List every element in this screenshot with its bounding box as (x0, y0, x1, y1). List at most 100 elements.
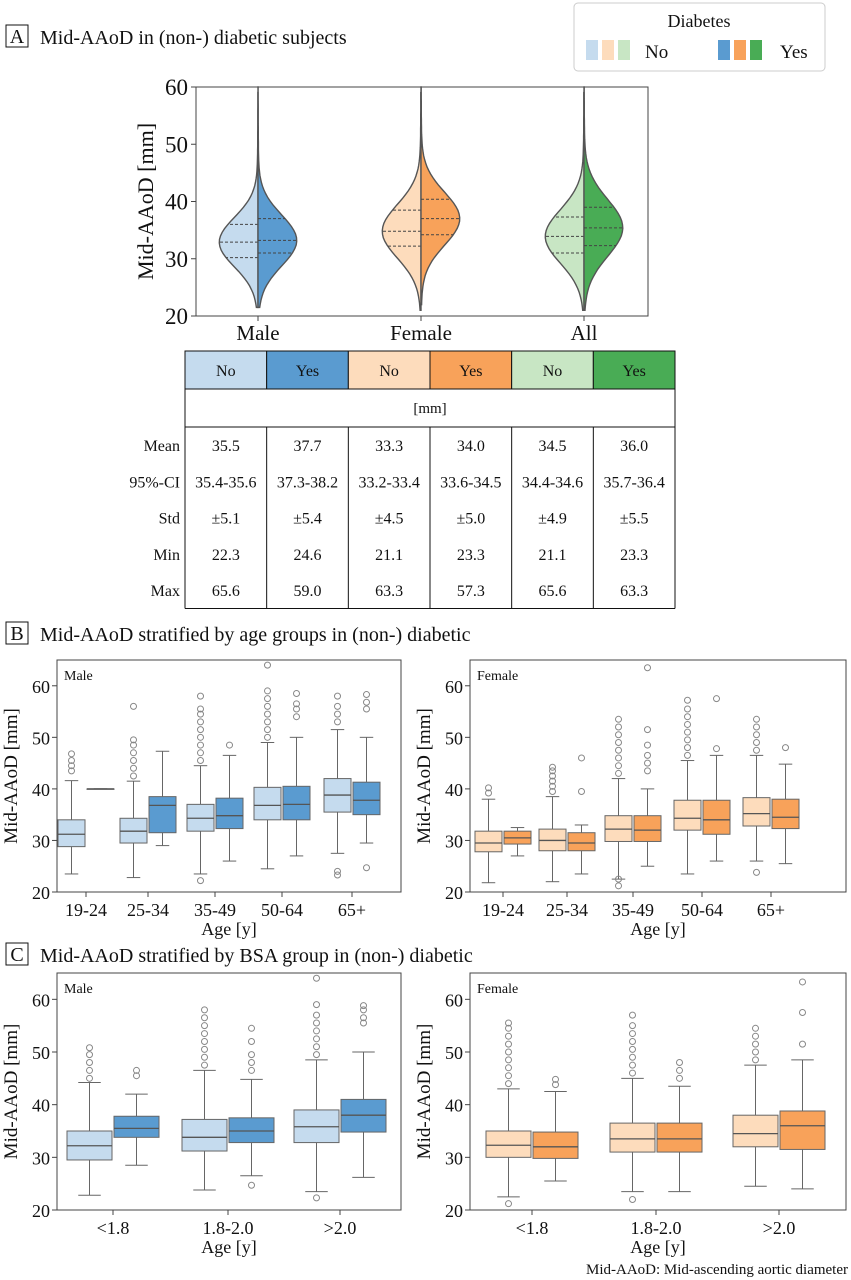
legend-swatch-no (602, 40, 614, 60)
outlier-point (86, 1059, 93, 1067)
table-row-label: Max (151, 583, 180, 600)
outlier-point (313, 1043, 320, 1051)
y-tick-label: 60 (32, 990, 50, 1010)
outlier-point (293, 713, 300, 721)
panel-title: Mid-AAoD stratified by age groups in (no… (40, 624, 471, 646)
outlier-point (799, 1040, 806, 1048)
table-header-label: No (543, 363, 563, 380)
table-header-cell (592, 350, 676, 390)
y-tick-label: 60 (445, 990, 463, 1010)
outlier-point (313, 1011, 320, 1019)
table-cell: ±4.5 (375, 511, 404, 528)
legend-swatch-no (586, 40, 598, 60)
x-tick-label: <1.8 (97, 1218, 130, 1238)
outlier-point (676, 1066, 683, 1074)
box-yes (352, 781, 381, 816)
outlier-point (549, 767, 556, 775)
outlier-point (684, 696, 691, 704)
y-tick-label: 50 (32, 1043, 50, 1063)
outlier-point (615, 723, 622, 731)
outlier-point (644, 741, 651, 749)
outlier-point (226, 741, 233, 749)
table-cell: 23.3 (620, 547, 648, 564)
y-tick-label: 50 (445, 728, 463, 748)
legend-title: Diabetes (668, 11, 731, 31)
x-tick-label: 35-49 (194, 900, 236, 920)
table-cell: 34.0 (457, 438, 485, 455)
outlier-point (293, 690, 300, 698)
x-tick-label: 19-24 (65, 900, 107, 920)
panel-letter: B (10, 623, 23, 645)
violin-half-yes (257, 86, 298, 309)
outlier-point (197, 877, 204, 885)
outlier-point (629, 1045, 636, 1053)
x-tick-label: 1.8-2.0 (203, 1218, 254, 1238)
outlier-point (86, 1074, 93, 1082)
y-tick-label: 30 (32, 831, 50, 851)
outlier-point (197, 710, 204, 718)
y-tick-label: 60 (165, 75, 188, 100)
subplot-label: Female (477, 669, 518, 684)
y-tick-label: 20 (32, 1201, 50, 1221)
y-tick-label: 40 (445, 780, 463, 800)
outlier-point (644, 751, 651, 759)
outlier-point (248, 1059, 255, 1067)
subplot-label: Male (64, 669, 93, 684)
table-cell: 37.7 (294, 438, 322, 455)
x-tick-label: 35-49 (612, 900, 654, 920)
outlier-point (130, 749, 137, 757)
legend-swatch-yes (734, 40, 746, 60)
outlier-point (130, 736, 137, 744)
outlier-point (615, 882, 622, 890)
outlier-point (799, 978, 806, 986)
outlier-point (248, 1066, 255, 1074)
table-row-label: Min (153, 547, 180, 564)
outlier-point (615, 875, 622, 883)
outlier-point (615, 769, 622, 777)
table-cell: 21.1 (539, 547, 567, 564)
box-no (673, 799, 702, 831)
outlier-point (549, 772, 556, 780)
outlier-point (197, 718, 204, 726)
x-tick-label: 25-34 (127, 900, 169, 920)
outlier-point (197, 692, 204, 700)
table-unit: [mm] (413, 401, 446, 417)
y-axis-label: Mid-AAoD [mm] (414, 1024, 435, 1160)
outlier-point (334, 692, 341, 700)
box-yes (228, 1117, 275, 1144)
outlier-point (68, 757, 75, 765)
outlier-point (615, 738, 622, 746)
outlier-point (505, 1056, 512, 1064)
panel-letter: C (10, 944, 23, 966)
outlier-point (552, 1075, 559, 1083)
table-row-label: 95%-CI (129, 474, 180, 491)
outlier-point (133, 1072, 140, 1080)
x-tick-label: 19-24 (482, 900, 524, 920)
outlier-point (130, 702, 137, 710)
outlier-point (505, 1024, 512, 1032)
outlier-point (201, 1030, 208, 1038)
table-header-cell (266, 350, 349, 390)
outlier-point (753, 723, 760, 731)
y-tick-label: 30 (32, 1148, 50, 1168)
table-cell: 33.2-33.4 (359, 474, 420, 491)
outlier-point (629, 1053, 636, 1061)
outlier-point (629, 1195, 636, 1203)
y-tick-label: 30 (445, 831, 463, 851)
outlier-point (313, 1035, 320, 1043)
y-tick-label: 40 (445, 1096, 463, 1116)
outlier-point (360, 1019, 367, 1027)
outlier-point (713, 745, 720, 753)
outlier-point (684, 720, 691, 728)
outlier-point (264, 726, 271, 734)
outlier-point (799, 1009, 806, 1016)
violin-half-no (381, 91, 422, 312)
outlier-point (264, 687, 271, 695)
outlier-point (334, 710, 341, 718)
outlier-point (197, 741, 204, 749)
outlier-point (676, 1059, 683, 1067)
subplot-label: Female (477, 982, 518, 997)
y-tick-label: 40 (32, 1096, 50, 1116)
outlier-point (201, 1006, 208, 1014)
